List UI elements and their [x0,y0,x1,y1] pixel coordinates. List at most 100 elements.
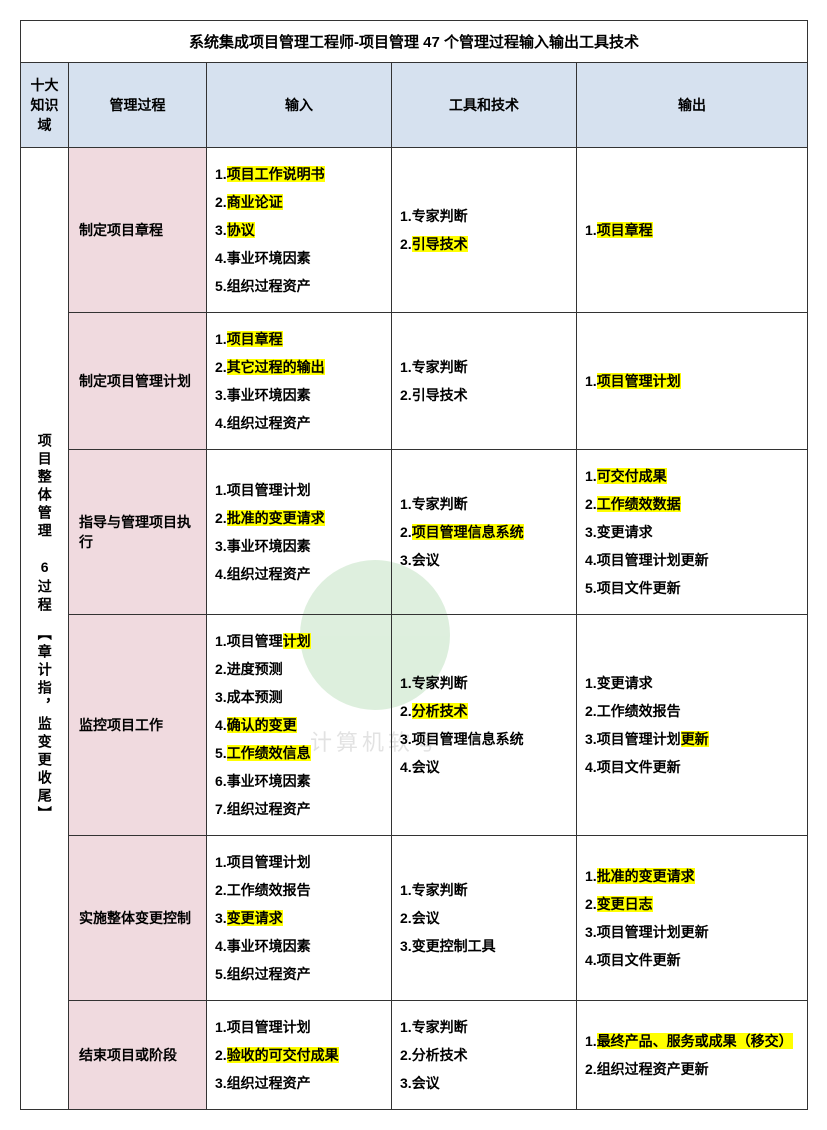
list-item: 1.项目管理计划 [215,476,383,504]
outputs-cell: 1.可交付成果2.工作绩效数据3.变更请求4.项目管理计划更新5.项目文件更新 [577,450,808,615]
list-item: 3.协议 [215,216,383,244]
inputs-cell: 1.项目工作说明书2.商业论证3.协议4.事业环境因素5.组织过程资产 [207,148,392,313]
header-process: 管理过程 [69,63,207,148]
table-row: 结束项目或阶段1.项目管理计划2.验收的可交付成果3.组织过程资产1.专家判断2… [21,1001,808,1110]
list-item: 3.事业环境因素 [215,381,383,409]
outputs-list: 1.可交付成果2.工作绩效数据3.变更请求4.项目管理计划更新5.项目文件更新 [585,462,799,602]
list-item: 4.事业环境因素 [215,932,383,960]
header-outputs: 输出 [577,63,808,148]
list-item: 1.可交付成果 [585,462,799,490]
list-item: 1.专家判断 [400,202,568,230]
inputs-list: 1.项目管理计划2.工作绩效报告3.变更请求4.事业环境因素5.组织过程资产 [215,848,383,988]
inputs-list: 1.项目管理计划2.批准的变更请求3.事业环境因素4.组织过程资产 [215,476,383,588]
list-item: 4.项目管理计划更新 [585,546,799,574]
outputs-list: 1.批准的变更请求2.变更日志3.项目管理计划更新4.项目文件更新 [585,862,799,974]
tools-list: 1.专家判断2.引导技术 [400,202,568,258]
outputs-list: 1.变更请求2.工作绩效报告3.项目管理计划更新4.项目文件更新 [585,669,799,781]
list-item: 5.组织过程资产 [215,272,383,300]
list-item: 1.变更请求 [585,669,799,697]
list-item: 4.项目文件更新 [585,753,799,781]
tools-cell: 1.专家判断2.分析技术3.会议 [392,1001,577,1110]
list-item: 1.项目工作说明书 [215,160,383,188]
list-item: 2.工作绩效数据 [585,490,799,518]
list-item: 1.批准的变更请求 [585,862,799,890]
outputs-list: 1.项目章程 [585,216,799,244]
list-item: 2.工作绩效报告 [585,697,799,725]
header-inputs: 输入 [207,63,392,148]
outputs-cell: 1.批准的变更请求2.变更日志3.项目管理计划更新4.项目文件更新 [577,836,808,1001]
list-item: 1.项目管理计划 [215,848,383,876]
process-cell: 实施整体变更控制 [69,836,207,1001]
table-row: 项目整体管理 6过程 【章计指，监变更收尾】制定项目章程1.项目工作说明书2.商… [21,148,808,313]
list-item: 2.批准的变更请求 [215,504,383,532]
tools-list: 1.专家判断2.会议3.变更控制工具 [400,876,568,960]
list-item: 2.引导技术 [400,230,568,258]
inputs-list: 1.项目工作说明书2.商业论证3.协议4.事业环境因素5.组织过程资产 [215,160,383,300]
list-item: 3.变更请求 [585,518,799,546]
process-cell: 监控项目工作 [69,615,207,836]
tools-cell: 1.专家判断2.引导技术 [392,313,577,450]
inputs-list: 1.项目管理计划2.进度预测3.成本预测4.确认的变更5.工作绩效信息6.事业环… [215,627,383,823]
list-item: 3.会议 [400,546,568,574]
outputs-cell: 1.项目管理计划 [577,313,808,450]
list-item: 1.项目管理计划 [215,627,383,655]
header-tools: 工具和技术 [392,63,577,148]
inputs-list: 1.项目章程2.其它过程的输出3.事业环境因素4.组织过程资产 [215,325,383,437]
tools-list: 1.专家判断2.引导技术 [400,353,568,409]
list-item: 3.项目管理计划更新 [585,725,799,753]
table-row: 制定项目管理计划1.项目章程2.其它过程的输出3.事业环境因素4.组织过程资产1… [21,313,808,450]
tools-cell: 1.专家判断2.项目管理信息系统3.会议 [392,450,577,615]
list-item: 4.组织过程资产 [215,560,383,588]
list-item: 3.会议 [400,1069,568,1097]
list-item: 1.专家判断 [400,876,568,904]
list-item: 6.事业环境因素 [215,767,383,795]
list-item: 3.变更请求 [215,904,383,932]
tools-list: 1.专家判断2.分析技术3.项目管理信息系统4.会议 [400,669,568,781]
table-row: 指导与管理项目执行1.项目管理计划2.批准的变更请求3.事业环境因素4.组织过程… [21,450,808,615]
process-cell: 制定项目章程 [69,148,207,313]
table-row: 监控项目工作1.项目管理计划2.进度预测3.成本预测4.确认的变更5.工作绩效信… [21,615,808,836]
list-item: 3.事业环境因素 [215,532,383,560]
process-cell: 结束项目或阶段 [69,1001,207,1110]
process-cell: 指导与管理项目执行 [69,450,207,615]
outputs-list: 1.项目管理计划 [585,367,799,395]
list-item: 4.项目文件更新 [585,946,799,974]
header-domain: 十大知识域 [21,63,69,148]
list-item: 2.组织过程资产更新 [585,1055,799,1083]
list-item: 2.工作绩效报告 [215,876,383,904]
list-item: 2.其它过程的输出 [215,353,383,381]
list-item: 4.组织过程资产 [215,409,383,437]
outputs-cell: 1.变更请求2.工作绩效报告3.项目管理计划更新4.项目文件更新 [577,615,808,836]
list-item: 2.分析技术 [400,1041,568,1069]
list-item: 1.项目管理计划 [215,1013,383,1041]
list-item: 2.引导技术 [400,381,568,409]
table-row: 实施整体变更控制1.项目管理计划2.工作绩效报告3.变更请求4.事业环境因素5.… [21,836,808,1001]
domain-cell: 项目整体管理 6过程 【章计指，监变更收尾】 [21,148,69,1110]
list-item: 5.项目文件更新 [585,574,799,602]
inputs-cell: 1.项目管理计划2.进度预测3.成本预测4.确认的变更5.工作绩效信息6.事业环… [207,615,392,836]
inputs-cell: 1.项目管理计划2.批准的变更请求3.事业环境因素4.组织过程资产 [207,450,392,615]
list-item: 2.验收的可交付成果 [215,1041,383,1069]
list-item: 3.项目管理信息系统 [400,725,568,753]
outputs-cell: 1.最终产品、服务或成果（移交）2.组织过程资产更新 [577,1001,808,1110]
list-item: 4.会议 [400,753,568,781]
list-item: 1.专家判断 [400,353,568,381]
list-item: 2.变更日志 [585,890,799,918]
title-row: 系统集成项目管理工程师-项目管理 47 个管理过程输入输出工具技术 [21,21,808,63]
inputs-cell: 1.项目管理计划2.验收的可交付成果3.组织过程资产 [207,1001,392,1110]
list-item: 7.组织过程资产 [215,795,383,823]
list-item: 3.组织过程资产 [215,1069,383,1097]
list-item: 1.专家判断 [400,490,568,518]
list-item: 1.专家判断 [400,1013,568,1041]
list-item: 2.会议 [400,904,568,932]
list-item: 5.组织过程资产 [215,960,383,988]
list-item: 2.商业论证 [215,188,383,216]
table-title: 系统集成项目管理工程师-项目管理 47 个管理过程输入输出工具技术 [21,21,808,63]
list-item: 4.确认的变更 [215,711,383,739]
inputs-cell: 1.项目管理计划2.工作绩效报告3.变更请求4.事业环境因素5.组织过程资产 [207,836,392,1001]
list-item: 1.项目章程 [585,216,799,244]
list-item: 1.项目管理计划 [585,367,799,395]
process-table: 系统集成项目管理工程师-项目管理 47 个管理过程输入输出工具技术 十大知识域 … [20,20,808,1110]
list-item: 5.工作绩效信息 [215,739,383,767]
tools-cell: 1.专家判断2.分析技术3.项目管理信息系统4.会议 [392,615,577,836]
